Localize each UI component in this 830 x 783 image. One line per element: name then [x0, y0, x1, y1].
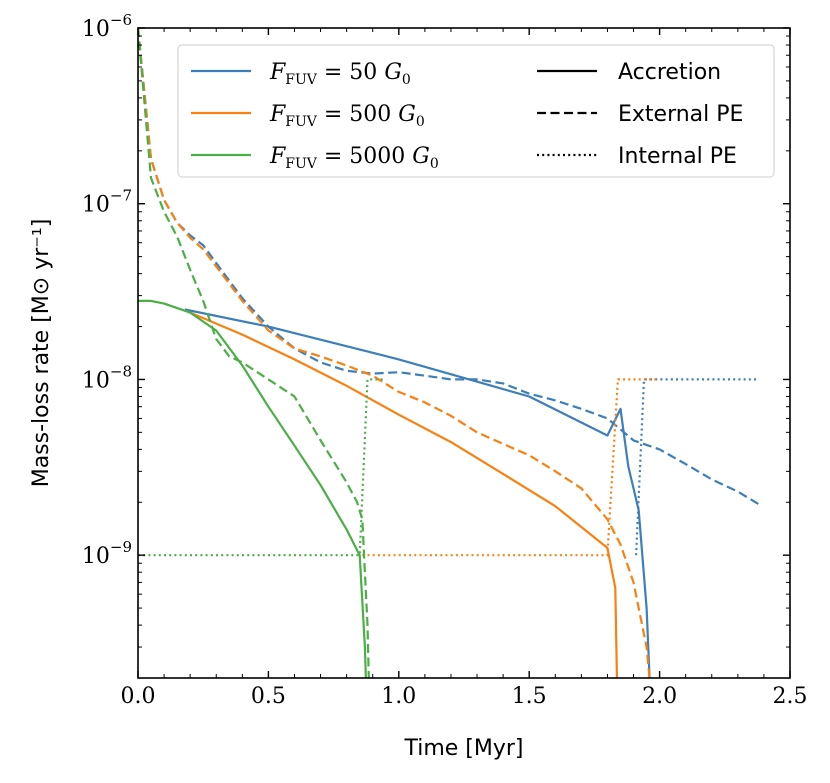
series-line-7: [138, 28, 370, 678]
y-axis-label: Mass-loss rate [M⊙ yr⁻¹]: [29, 219, 54, 488]
y-tick-label: 10−8: [82, 362, 132, 393]
legend-style-label: Internal PE: [618, 144, 737, 169]
series-line-8: [138, 378, 386, 557]
series-line-4: [138, 28, 651, 678]
series-layer: [138, 28, 760, 678]
y-tick-label: 10−9: [82, 538, 132, 569]
x-tick-label: 1.5: [512, 684, 547, 709]
legend-color-entries: FFUV = 50 G0 FFUV = 500 G0 FFUV = 5000 G0: [191, 60, 439, 172]
legend-label: FFUV = 5000 G0: [269, 144, 439, 172]
series-line-1: [138, 28, 760, 506]
plot-frame: [137, 27, 791, 679]
series-line-6: [138, 299, 367, 678]
x-tick-label: 2.0: [642, 684, 677, 709]
legend-frame: [177, 44, 775, 178]
legend-label: FFUV = 500 G0: [269, 102, 425, 130]
x-axis-label: Time [Myr]: [403, 736, 523, 761]
legend-label: FFUV = 50 G0: [269, 60, 411, 88]
legend-style-entries: Accretion External PE Internal PE: [537, 60, 743, 169]
ticks-layer: 0.0 0.5 1.0 1.5 2.0 2.5 10−9 10−8 10−7 10−6: [82, 11, 808, 709]
series-line-0: [184, 308, 651, 678]
legend-style-label: Accretion: [618, 60, 721, 85]
legend-style-label: External PE: [618, 102, 743, 127]
x-tick-label: 0.0: [121, 684, 156, 709]
x-tick-label: 1.0: [381, 684, 416, 709]
y-tick-label: 10−7: [82, 187, 132, 218]
x-tick-label: 0.5: [251, 684, 286, 709]
series-line-5: [362, 378, 660, 557]
series-line-2: [635, 378, 759, 556]
series-line-3: [189, 311, 619, 678]
x-tick-label: 2.5: [773, 684, 808, 709]
y-tick-label: 10−6: [82, 11, 132, 42]
